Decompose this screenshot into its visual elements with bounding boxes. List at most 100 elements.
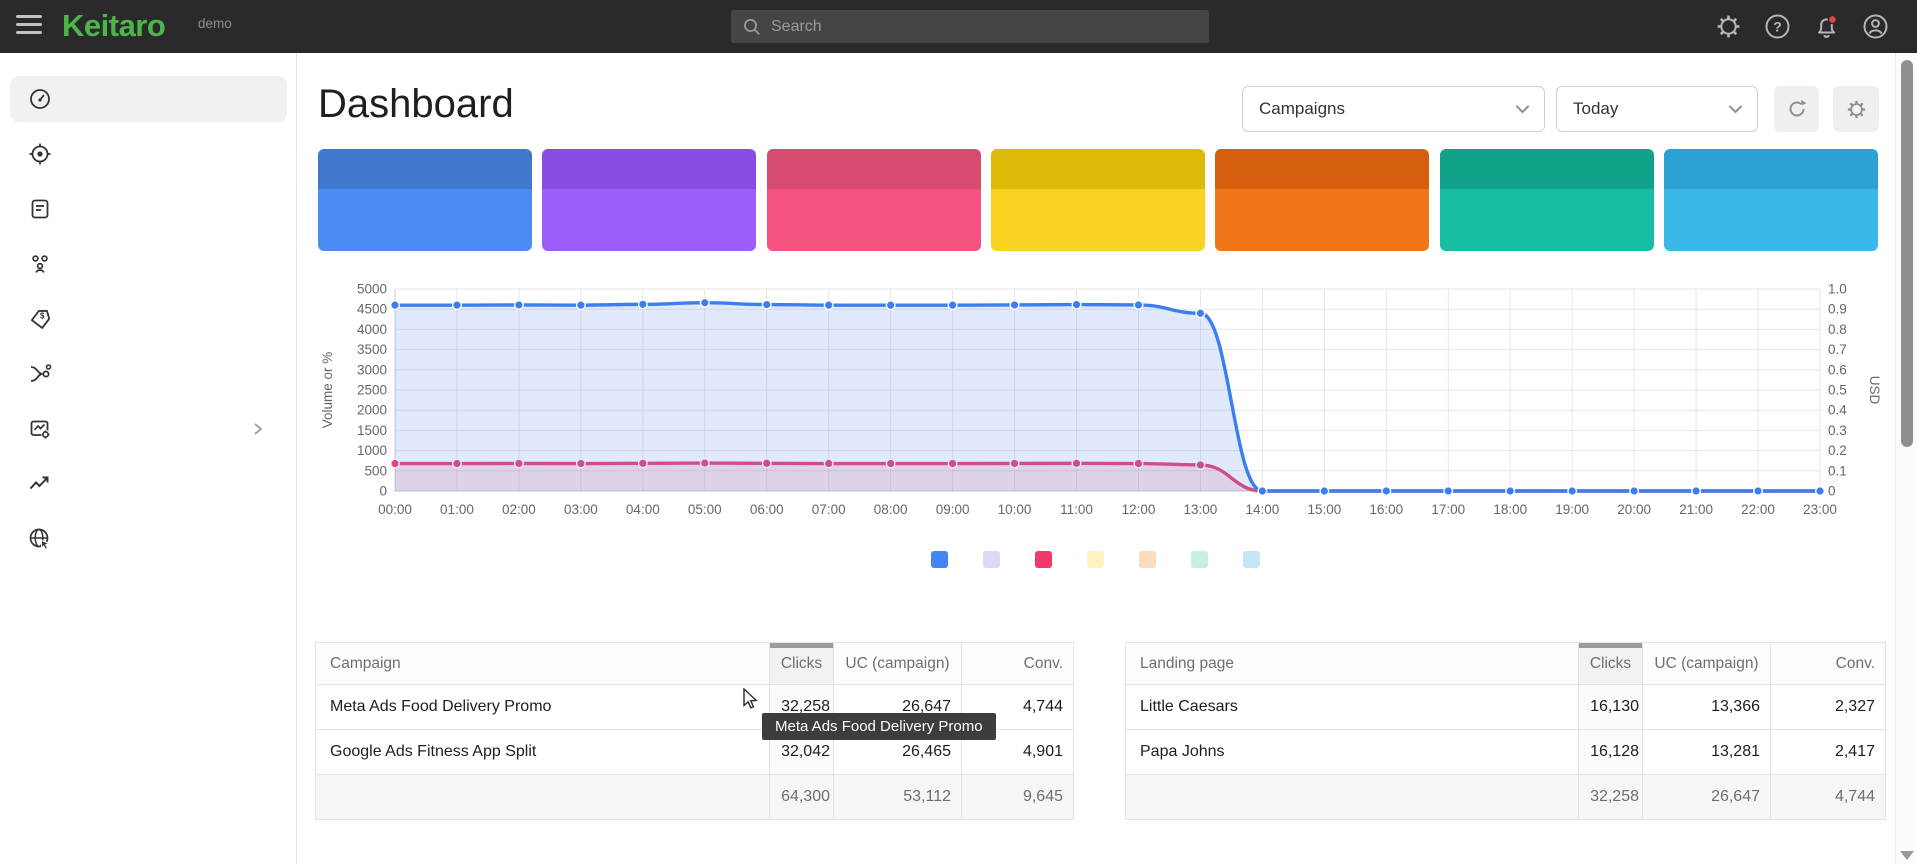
hamburger-menu-icon[interactable] — [16, 15, 42, 37]
chevron-right-icon — [251, 422, 265, 436]
column-header-clicks[interactable]: Clicks — [1579, 643, 1643, 685]
legend-swatch — [1087, 551, 1104, 568]
svg-text:16:00: 16:00 — [1369, 502, 1403, 517]
settings-gear-icon[interactable] — [1715, 13, 1742, 40]
svg-text:3500: 3500 — [357, 342, 387, 357]
legend-item-conversions[interactable] — [1035, 551, 1061, 568]
legend-item-revenue-confirmed-[interactable] — [1139, 551, 1165, 568]
sidebar-item-traffic-sources[interactable] — [10, 351, 287, 397]
row-name-cell[interactable]: Papa Johns — [1126, 730, 1579, 775]
search-input[interactable] — [771, 18, 1191, 36]
notifications-bell-icon[interactable] — [1813, 13, 1840, 40]
metric-card-roi-confirmed- — [1664, 149, 1878, 251]
svg-text:20:00: 20:00 — [1617, 502, 1651, 517]
svg-text:4000: 4000 — [357, 322, 387, 337]
svg-text:13:00: 13:00 — [1184, 502, 1218, 517]
svg-text:0.6: 0.6 — [1828, 362, 1847, 377]
user-avatar-icon[interactable] — [1862, 13, 1889, 40]
svg-text:0.7: 0.7 — [1828, 342, 1847, 357]
table-row[interactable]: Papa Johns16,12813,2812,417 — [1126, 730, 1886, 775]
totals-row: 32,25826,6474,744 — [1126, 775, 1886, 820]
card-value — [318, 189, 532, 251]
dashboard-settings-button[interactable] — [1833, 86, 1879, 132]
affiliate-networks-icon — [28, 252, 52, 276]
scrollbar-thumb[interactable] — [1901, 60, 1913, 447]
svg-text:0: 0 — [1828, 484, 1836, 499]
sidebar-item-offers[interactable]: $ — [10, 296, 287, 342]
row-name-cell[interactable]: Google Ads Fitness App Split — [316, 730, 770, 775]
card-value — [1440, 189, 1654, 251]
sidebar-item-domains[interactable] — [10, 516, 287, 562]
metric-card-revenue-confirmed- — [1215, 149, 1429, 251]
sidebar-item-affiliate-networks[interactable] — [10, 241, 287, 287]
card-title — [1440, 149, 1654, 189]
card-title — [318, 149, 532, 189]
logo-demo-badge: demo — [198, 16, 232, 31]
scrollbar-down-arrow[interactable] — [1900, 851, 1914, 860]
column-header-campaign[interactable]: Campaign — [316, 643, 770, 685]
svg-text:14:00: 14:00 — [1245, 502, 1279, 517]
mouse-cursor — [741, 688, 761, 710]
svg-text:0.5: 0.5 — [1828, 383, 1847, 398]
app-logo[interactable]: Keitaro — [62, 8, 165, 44]
sidebar-item-reports[interactable] — [10, 406, 287, 452]
sidebar-item-campaigns[interactable] — [10, 131, 287, 177]
row-metric-cell: 16,128 — [1579, 730, 1643, 775]
legend-item-clicks[interactable] — [931, 551, 957, 568]
chart-legend — [320, 551, 1880, 568]
total-cell: 9,645 — [962, 775, 1074, 820]
total-cell: 53,112 — [834, 775, 962, 820]
dashboard-icon — [28, 87, 52, 111]
metric-cards — [318, 149, 1878, 251]
card-title — [1215, 149, 1429, 189]
group-by-select[interactable]: Campaigns — [1242, 86, 1545, 132]
svg-text:05:00: 05:00 — [688, 502, 722, 517]
row-name-cell[interactable]: Little Caesars — [1126, 685, 1579, 730]
legend-swatch — [1243, 551, 1260, 568]
card-value — [767, 189, 981, 251]
gear-icon — [1846, 99, 1867, 120]
column-header-landing-page[interactable]: Landing page — [1126, 643, 1579, 685]
card-title — [1664, 149, 1878, 189]
topbar: Keitaro demo — [0, 0, 1917, 53]
legend-item-cost[interactable] — [1087, 551, 1113, 568]
column-header-clicks[interactable]: Clicks — [770, 643, 834, 685]
row-tooltip: Meta Ads Food Delivery Promo — [762, 713, 996, 740]
svg-text:00:00: 00:00 — [378, 502, 412, 517]
date-range-select[interactable]: Today — [1556, 86, 1758, 132]
metric-card-clicks — [318, 149, 532, 251]
help-icon[interactable]: ? — [1764, 13, 1791, 40]
reports-icon — [28, 417, 52, 441]
legend-item-profit-loss-confirmed-[interactable] — [1191, 551, 1217, 568]
svg-text:0.1: 0.1 — [1828, 463, 1847, 478]
row-metric-cell: 2,417 — [1771, 730, 1886, 775]
global-search[interactable] — [731, 10, 1209, 43]
column-header-conv-[interactable]: Conv. — [962, 643, 1074, 685]
row-name-cell[interactable]: Meta Ads Food Delivery Promo — [316, 685, 770, 730]
svg-text:15:00: 15:00 — [1307, 502, 1341, 517]
column-header-conv-[interactable]: Conv. — [1771, 643, 1886, 685]
refresh-button[interactable] — [1774, 86, 1819, 132]
svg-text:0.3: 0.3 — [1828, 423, 1847, 438]
column-header-uc-campaign-[interactable]: UC (campaign) — [1643, 643, 1771, 685]
svg-text:?: ? — [1773, 19, 1782, 35]
timeseries-chart[interactable]: 0500100015002000250030003500400045005000… — [320, 270, 1880, 535]
legend-item-unique-clicks-campaign-[interactable] — [983, 551, 1009, 568]
svg-text:22:00: 22:00 — [1741, 502, 1775, 517]
row-metric-cell: 13,281 — [1643, 730, 1771, 775]
svg-text:500: 500 — [364, 463, 387, 478]
svg-text:17:00: 17:00 — [1431, 502, 1465, 517]
column-header-uc-campaign-[interactable]: UC (campaign) — [834, 643, 962, 685]
sidebar-item-dashboard[interactable] — [10, 76, 287, 122]
svg-text:11:00: 11:00 — [1060, 502, 1093, 517]
legend-swatch — [983, 551, 1000, 568]
svg-text:10:00: 10:00 — [998, 502, 1032, 517]
sidebar-item-trends[interactable] — [10, 461, 287, 507]
search-icon — [743, 18, 761, 36]
svg-text:04:00: 04:00 — [626, 502, 660, 517]
legend-item-roi-confirmed-[interactable] — [1243, 551, 1269, 568]
table-row[interactable]: Little Caesars16,13013,3662,327 — [1126, 685, 1886, 730]
svg-text:02:00: 02:00 — [502, 502, 536, 517]
sidebar-item-landings-pages[interactable] — [10, 186, 287, 232]
group-by-value: Campaigns — [1259, 99, 1345, 119]
